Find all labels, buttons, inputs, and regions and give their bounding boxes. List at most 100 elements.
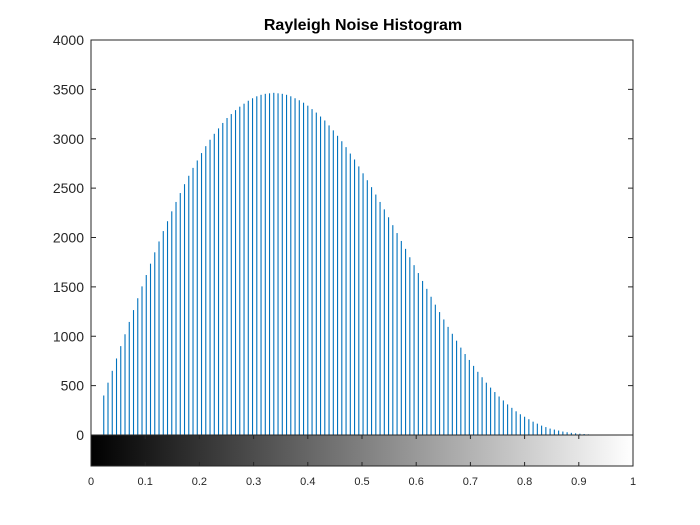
histogram-bar (485, 382, 487, 435)
histogram-bar (307, 105, 309, 436)
y-tick-label: 0 (76, 427, 84, 443)
histogram-bar (277, 93, 279, 435)
histogram-bar (413, 265, 415, 435)
histogram-bar (311, 109, 313, 436)
histogram-bar (490, 387, 492, 435)
x-tick-label: 0 (88, 476, 94, 488)
histogram-bar (451, 333, 453, 435)
histogram-bar (430, 296, 432, 435)
histogram-bar (107, 382, 109, 435)
histogram-bar (511, 407, 513, 435)
histogram-bar (256, 96, 258, 435)
histogram-bar (234, 110, 237, 436)
histogram-bar (439, 312, 441, 435)
y-tick-label: 2000 (53, 230, 84, 246)
histogram-bar (251, 98, 254, 435)
histogram-bar (132, 310, 135, 435)
histogram-bar (349, 153, 351, 435)
y-tick-label: 4000 (53, 32, 84, 48)
histogram-bar (217, 128, 220, 435)
histogram-bar (515, 411, 517, 435)
histogram-bar (158, 241, 160, 435)
histogram-bar (286, 94, 288, 435)
histogram-bar (473, 365, 475, 436)
histogram-bar (371, 187, 373, 435)
histogram-bar (426, 288, 428, 435)
histogram-bar (120, 346, 122, 436)
histogram-bar (303, 102, 305, 436)
histogram-bar (154, 252, 156, 435)
histogram-bar (328, 125, 330, 436)
histogram-bar (341, 141, 343, 435)
histogram-bar (192, 167, 194, 435)
histogram-bar (519, 414, 521, 435)
histogram-bar (507, 404, 509, 435)
x-tick-label: 1 (630, 476, 636, 488)
histogram-bar (315, 112, 317, 435)
histogram-bar (128, 321, 130, 435)
histogram-bar (383, 209, 385, 435)
histogram-bar (124, 334, 126, 435)
histogram-bar (536, 423, 538, 435)
histogram-bar (209, 139, 211, 436)
y-tick-label: 2500 (53, 180, 84, 196)
y-tick-label: 3000 (53, 131, 84, 147)
histogram-bar (290, 96, 292, 435)
histogram-bar (464, 354, 466, 435)
x-tick-label: 0.5 (354, 476, 369, 488)
y-tick-label: 1000 (53, 328, 84, 344)
histogram-bar (264, 93, 266, 435)
histogram-bar (477, 371, 479, 435)
histogram-bar (498, 396, 500, 435)
histogram-bar (422, 280, 424, 435)
histogram-bar (281, 93, 283, 435)
histogram-bar (447, 326, 449, 435)
histogram-bar (468, 359, 470, 435)
intensity-colorbar (90, 434, 634, 467)
histogram-bar (456, 340, 458, 435)
histogram-bar (366, 180, 368, 435)
x-tick-label: 0.6 (409, 476, 424, 488)
histogram-bar (320, 116, 322, 435)
histogram-bar (553, 429, 555, 435)
histogram-bar (337, 135, 339, 436)
x-tick-label: 0.7 (463, 476, 478, 488)
histogram-bar (205, 146, 207, 435)
histogram-bar (111, 370, 113, 435)
histogram-bar (179, 193, 181, 435)
histogram-bar (545, 427, 547, 435)
histogram-bar (528, 419, 530, 435)
histogram-bar (103, 395, 105, 435)
histogram-bar (145, 275, 147, 435)
chart-title: Rayleigh Noise Histogram (264, 17, 462, 34)
histogram-bar (294, 98, 296, 435)
histogram-bar (298, 100, 300, 436)
histogram-bar (332, 130, 334, 436)
histogram-bar (171, 211, 173, 435)
histogram-bar (324, 120, 326, 435)
x-tick-label: 0.4 (300, 476, 315, 488)
histogram-bar (222, 122, 224, 435)
histogram-bar (175, 201, 177, 435)
plot-area (90, 39, 634, 436)
histogram-bar (375, 194, 377, 435)
histogram-bar (566, 432, 568, 435)
histogram-bar (405, 248, 407, 435)
histogram-bar (481, 377, 483, 435)
histogram-bar (166, 221, 169, 435)
histogram-bar (188, 175, 190, 435)
y-tick-label: 1500 (53, 279, 84, 295)
histogram-bar (494, 392, 496, 435)
histogram-bar (243, 103, 245, 435)
x-tick-label: 0.3 (246, 476, 261, 488)
histogram-bar (570, 432, 572, 435)
histogram-bar (115, 358, 118, 435)
histogram-bar (196, 160, 198, 436)
histogram-bar (141, 286, 143, 435)
histogram-bar (388, 217, 390, 435)
x-tick-label: 0.1 (138, 476, 153, 488)
histogram-bar (273, 92, 275, 435)
histogram-bars (103, 92, 615, 436)
histogram-bar (541, 425, 543, 435)
